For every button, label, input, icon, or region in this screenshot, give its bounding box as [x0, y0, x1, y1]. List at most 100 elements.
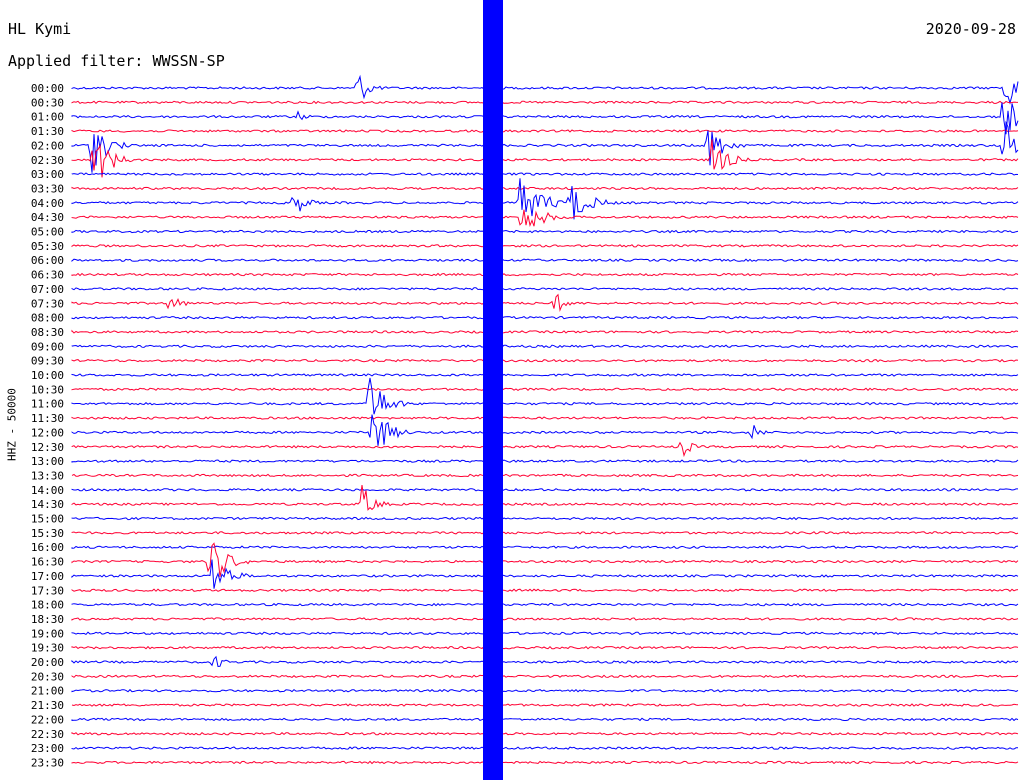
- seismic-trace: [71, 746, 1019, 750]
- time-label: 02:30: [31, 154, 64, 167]
- seismic-trace: [71, 329, 1019, 334]
- seismic-trace: [71, 588, 1019, 592]
- seismic-trace: [71, 487, 1018, 492]
- time-label: 06:00: [31, 254, 64, 267]
- seismic-trace: [71, 358, 1019, 363]
- seismic-trace: [71, 244, 1019, 248]
- seismic-trace: [71, 139, 1019, 178]
- seismic-trace: [71, 559, 1019, 589]
- seismic-trace: [71, 703, 1019, 707]
- seismic-trace: [71, 441, 1019, 458]
- time-label: 17:00: [31, 570, 64, 583]
- seismic-trace: [71, 387, 1019, 392]
- time-label: 07:00: [31, 283, 64, 296]
- seismic-trace: [71, 617, 1019, 621]
- time-label: 04:30: [31, 211, 64, 224]
- time-label: 10:00: [31, 369, 64, 382]
- time-label: 00:30: [31, 96, 64, 109]
- time-label: 12:00: [31, 426, 64, 439]
- time-label: 22:00: [31, 713, 64, 726]
- date-label: 2020-09-28: [925, 20, 1016, 38]
- time-label: 05:30: [31, 240, 64, 253]
- seismic-trace: [71, 416, 1019, 420]
- time-label: 11:00: [31, 398, 64, 411]
- time-label: 03:00: [31, 168, 64, 181]
- time-label: 21:00: [31, 685, 64, 698]
- time-label: 16:30: [31, 556, 64, 569]
- station-name: HL Kymi: [8, 20, 72, 38]
- seismic-trace: [71, 377, 1019, 415]
- seismic-trace: [71, 315, 1019, 320]
- time-label: 23:00: [31, 742, 64, 755]
- seismic-trace: [71, 542, 1019, 577]
- time-label: 14:30: [31, 498, 64, 511]
- time-label: 18:30: [31, 613, 64, 626]
- time-label: 15:00: [31, 513, 64, 526]
- seismic-trace: [71, 100, 1019, 105]
- time-label: 12:30: [31, 441, 64, 454]
- seismic-trace: [71, 120, 1019, 173]
- seismic-trace: [71, 186, 1019, 191]
- seismic-trace: [71, 209, 1019, 228]
- seismic-trace: [71, 129, 1019, 133]
- time-label: 17:30: [31, 584, 64, 597]
- time-label: 02:00: [31, 139, 64, 152]
- seismic-trace: [71, 760, 1019, 765]
- time-label: 01:30: [31, 125, 64, 138]
- seismic-trace: [71, 287, 1019, 291]
- seismic-trace: [71, 172, 1019, 176]
- seismic-trace: [71, 602, 1019, 607]
- time-label: 08:00: [31, 312, 64, 325]
- seismic-trace: [71, 688, 1019, 693]
- seismic-trace: [71, 178, 1019, 220]
- time-label: 08:30: [31, 326, 64, 339]
- time-label: 01:00: [31, 111, 64, 124]
- seismic-trace: [71, 531, 1019, 535]
- seismic-trace: [71, 473, 1019, 478]
- seismic-trace: [71, 74, 1019, 105]
- seismic-trace: [71, 373, 1019, 377]
- time-label: 18:00: [31, 599, 64, 612]
- time-label: 19:30: [31, 642, 64, 655]
- seismic-trace: [71, 645, 1019, 650]
- time-label: 05:00: [31, 226, 64, 239]
- seismic-trace: [71, 631, 1019, 636]
- time-label: 00:00: [31, 82, 64, 95]
- seismic-trace: [71, 293, 1019, 313]
- seismic-trace: [71, 516, 1019, 521]
- seismic-trace: [71, 414, 1019, 446]
- seismic-trace: [71, 485, 1019, 511]
- seismic-trace: [71, 655, 1019, 668]
- seismic-trace: [71, 459, 1019, 463]
- time-label: 11:30: [31, 412, 64, 425]
- time-label: 09:00: [31, 340, 64, 353]
- time-label: 20:30: [31, 670, 64, 683]
- seismic-trace: [71, 717, 1019, 722]
- time-label: 04:00: [31, 197, 64, 210]
- filter-label: Applied filter: WWSSN-SP: [8, 52, 225, 70]
- time-label: 09:30: [31, 355, 64, 368]
- time-label: 03:30: [31, 182, 64, 195]
- time-label: 13:30: [31, 469, 64, 482]
- time-label: 19:00: [31, 627, 64, 640]
- time-label: 21:30: [31, 699, 64, 712]
- time-label: 15:30: [31, 527, 64, 540]
- time-label: 13:00: [31, 455, 64, 468]
- seismic-trace: [71, 674, 1019, 679]
- time-label: 14:00: [31, 484, 64, 497]
- seismic-trace: [71, 102, 1019, 135]
- time-label: 20:00: [31, 656, 64, 669]
- seismic-trace: [71, 258, 1019, 262]
- time-label: 16:00: [31, 541, 64, 554]
- saturated-signal: [483, 0, 503, 780]
- seismic-trace: [71, 344, 1019, 349]
- time-label: 06:30: [31, 269, 64, 282]
- seismic-trace: [71, 229, 1019, 234]
- seismic-trace: [71, 272, 1019, 277]
- time-label: 07:30: [31, 297, 64, 310]
- time-label: 23:30: [31, 756, 64, 769]
- time-label: 10:30: [31, 383, 64, 396]
- seismic-trace: [71, 731, 1019, 736]
- seismic-trace: [71, 545, 1019, 549]
